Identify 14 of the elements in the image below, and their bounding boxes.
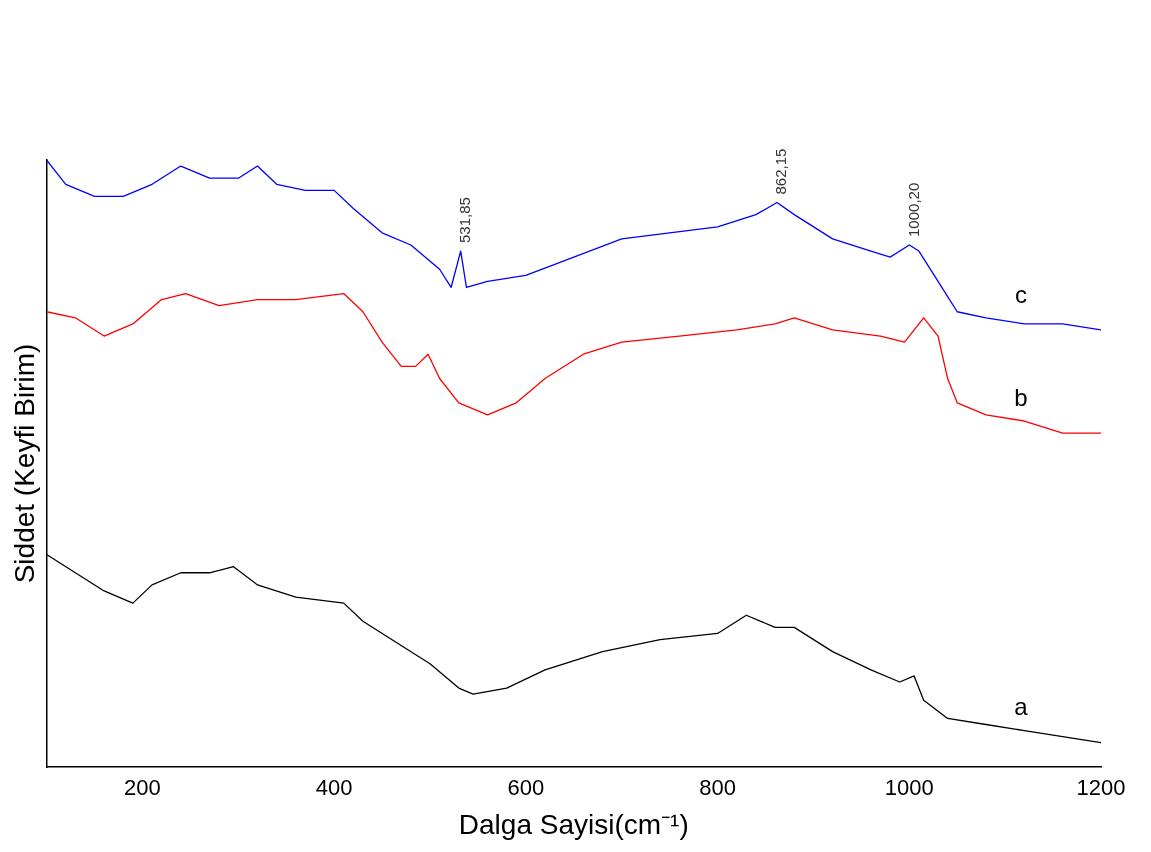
annotation: 531,85 (455, 197, 473, 244)
series-label: c (1015, 280, 1027, 308)
x-axis-title: Dalga Sayisi(cm⁻¹) (458, 808, 689, 840)
x-tick-label: 600 (507, 775, 545, 801)
annotation: 1000,20 (904, 182, 922, 237)
x-tick-label: 800 (699, 775, 736, 801)
annotation: 862,15 (772, 148, 790, 195)
x-tick-label: 1200 (1076, 775, 1126, 801)
series-label: b (1014, 383, 1028, 411)
x-tick-label: 1000 (884, 775, 934, 801)
y-axis-title: Siddet (Keyfi Birim) (8, 343, 40, 584)
series-label: a (1014, 693, 1029, 721)
x-tick-label: 200 (124, 775, 161, 801)
x-tick-label: 400 (315, 775, 353, 801)
